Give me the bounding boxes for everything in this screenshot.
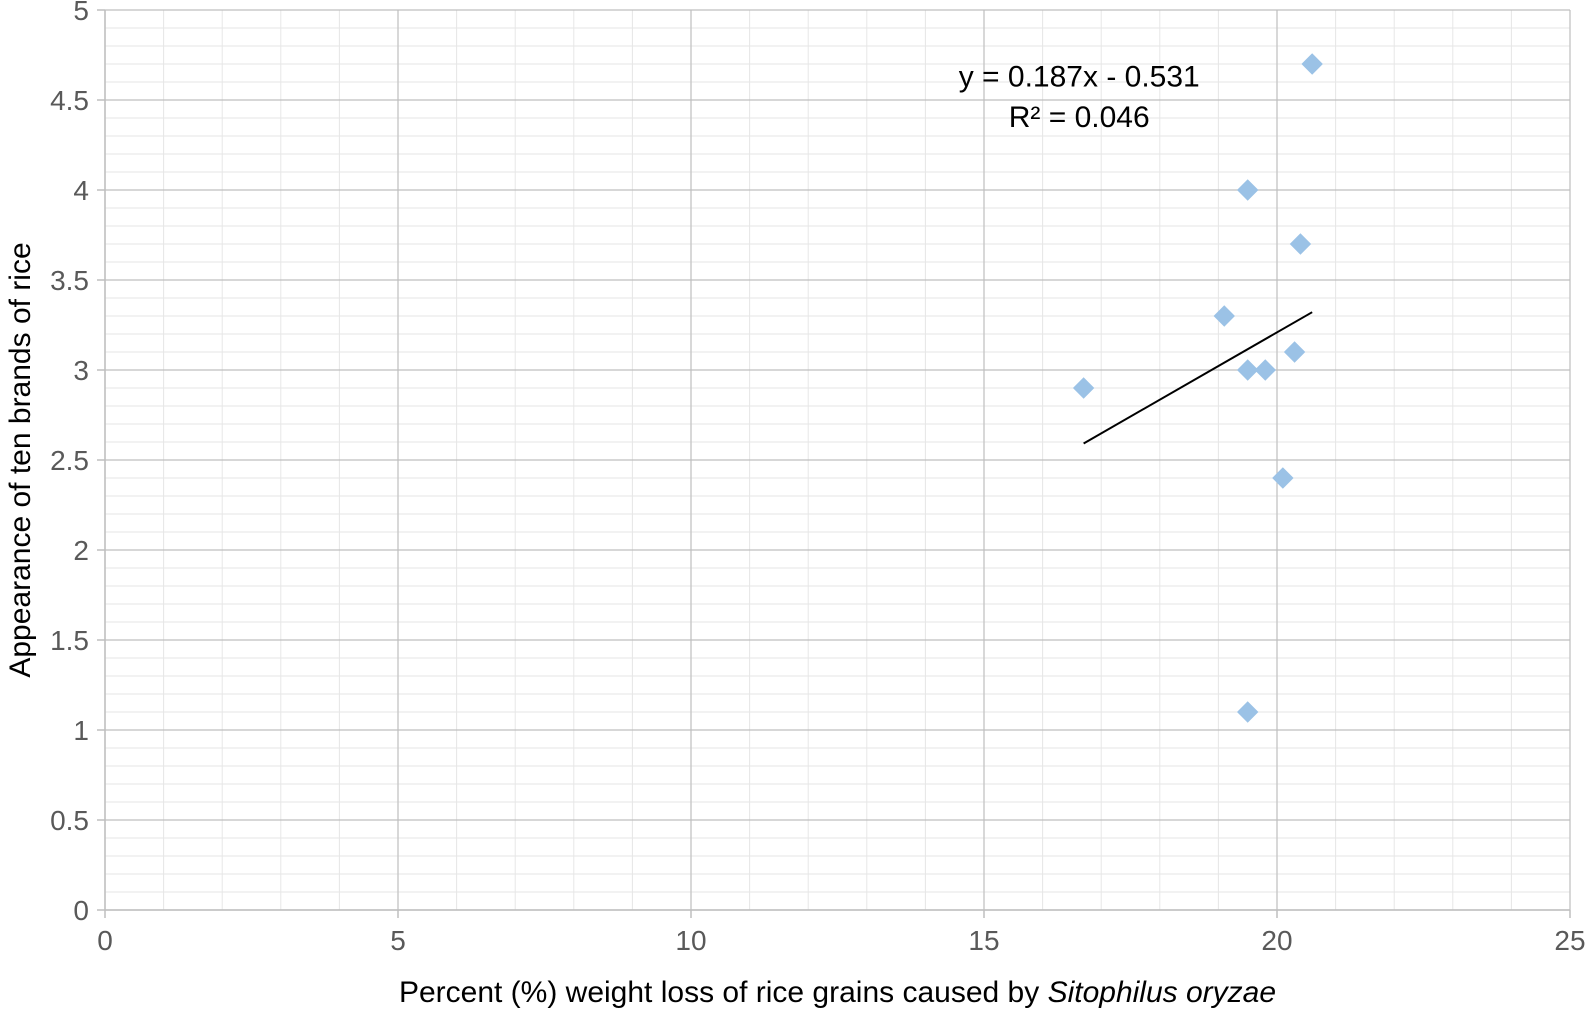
y-tick-label: 3 xyxy=(73,355,89,386)
y-tick-label: 2 xyxy=(73,535,89,566)
scatter-chart: 0 5 10 15 20 25 0 0.5 1 1.5 2 2.5 3 3.5 4 4.5 5 y = 0.187… xyxy=(0,0,1594,1032)
x-axis-label: Percent (%) weight loss of rice grains c… xyxy=(399,976,1276,1009)
x-tick-label: 0 xyxy=(97,925,113,956)
y-tick-label: 4.5 xyxy=(50,85,89,116)
x-tick-label: 5 xyxy=(390,925,406,956)
y-tick-label: 0.5 xyxy=(50,805,89,836)
y-tick-label: 4 xyxy=(73,175,89,206)
x-tick-label: 25 xyxy=(1554,925,1585,956)
x-tick-label: 20 xyxy=(1261,925,1292,956)
r-squared: R² = 0.046 xyxy=(1009,101,1150,134)
x-tick-label: 10 xyxy=(675,925,706,956)
y-axis-label: Appearance of ten brands of rice xyxy=(4,242,37,677)
y-tick-label: 0 xyxy=(73,895,89,926)
y-tick-label: 5 xyxy=(73,0,89,26)
chart-svg: 0 5 10 15 20 25 0 0.5 1 1.5 2 2.5 3 3.5 4 4.5 5 y = 0.187… xyxy=(0,0,1594,1032)
regression-equation: y = 0.187x - 0.531 xyxy=(959,61,1200,94)
x-tick-label: 15 xyxy=(968,925,999,956)
y-tick-label: 1 xyxy=(73,715,89,746)
y-tick-label: 2.5 xyxy=(50,445,89,476)
y-tick-label: 1.5 xyxy=(50,625,89,656)
y-tick-label: 3.5 xyxy=(50,265,89,296)
